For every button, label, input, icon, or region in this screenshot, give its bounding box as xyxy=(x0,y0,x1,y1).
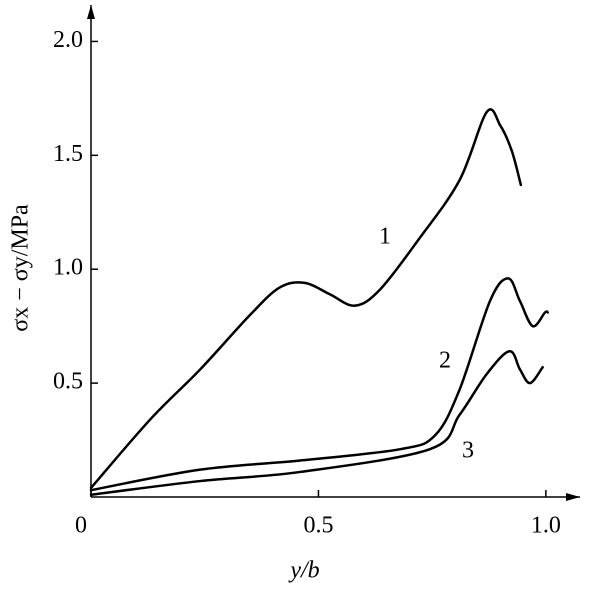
y-axis-arrow xyxy=(87,5,95,19)
y-axis-label: σx − σy/MPa xyxy=(8,204,34,332)
x-tick-label: 1.0 xyxy=(531,513,561,539)
curve xyxy=(89,108,523,490)
x-axis-label: y/b xyxy=(288,558,319,584)
curve xyxy=(89,349,544,496)
y-tick-label: 2.0 xyxy=(53,27,83,53)
curve-label: 3 xyxy=(462,438,474,464)
y-tick-label: 1.5 xyxy=(53,141,83,167)
y-tick-label: 1.0 xyxy=(53,255,83,281)
curve xyxy=(89,277,549,492)
x-axis-arrow xyxy=(566,493,580,501)
y-tick-label: 0.5 xyxy=(53,369,83,395)
x-tick-label: 0.5 xyxy=(303,513,333,539)
curve-label: 1 xyxy=(379,224,391,250)
curve-label: 2 xyxy=(439,348,451,374)
x-tick-label: 0 xyxy=(75,513,87,539)
